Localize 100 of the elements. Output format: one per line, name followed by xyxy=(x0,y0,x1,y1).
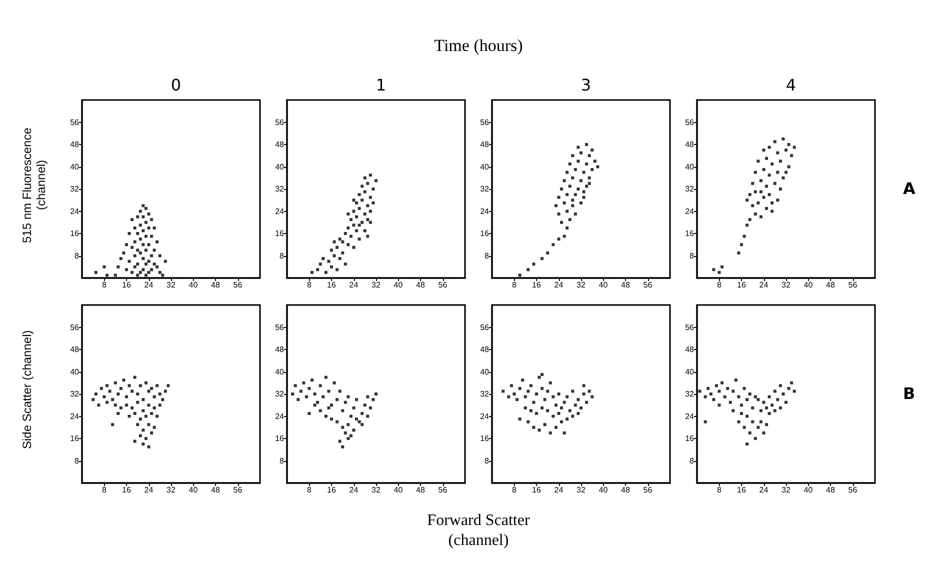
point xyxy=(529,409,532,412)
point xyxy=(142,229,145,232)
x-tick-label: 40 xyxy=(188,486,198,494)
point xyxy=(759,215,762,218)
x-tick-label: 48 xyxy=(621,486,630,494)
x-tick-label: 48 xyxy=(826,280,836,290)
point xyxy=(776,398,780,402)
point xyxy=(532,426,536,429)
y-tick-label: 8 xyxy=(484,456,490,466)
point xyxy=(712,398,716,402)
y-tick-label: 56 xyxy=(275,322,285,332)
point xyxy=(720,265,724,268)
point xyxy=(299,390,302,393)
point xyxy=(714,384,718,388)
point xyxy=(156,384,159,388)
point xyxy=(308,412,311,415)
y-tick-label: 24 xyxy=(275,412,285,421)
y-tick-label: 16 xyxy=(70,229,80,238)
point xyxy=(554,404,558,407)
x-tick-label: 32 xyxy=(576,486,586,494)
point xyxy=(773,140,776,144)
point xyxy=(128,384,131,388)
point xyxy=(768,146,771,149)
x-tick-label: 16 xyxy=(327,280,336,290)
point xyxy=(778,188,782,190)
point xyxy=(576,188,580,190)
point xyxy=(588,176,591,180)
x-tick-label: 56 xyxy=(848,280,858,290)
point xyxy=(352,428,356,432)
point xyxy=(748,392,752,396)
point xyxy=(706,386,710,390)
y-tick-label: 48 xyxy=(480,140,490,149)
point xyxy=(158,270,162,274)
x-axis-title: Forward Scatter (channel) xyxy=(426,511,531,551)
point xyxy=(332,254,336,258)
y-tick-label: 40 xyxy=(275,367,285,376)
point xyxy=(560,188,564,190)
point xyxy=(341,445,344,448)
point xyxy=(125,243,128,246)
x-tick-label: 40 xyxy=(188,280,198,290)
point xyxy=(318,409,322,412)
point xyxy=(142,409,145,412)
x-tick-label: 40 xyxy=(394,486,404,494)
point xyxy=(737,420,740,424)
point xyxy=(144,414,148,418)
point xyxy=(346,423,350,426)
point xyxy=(790,154,794,158)
point xyxy=(147,212,150,216)
point xyxy=(562,431,566,434)
x-tick-label: 16 xyxy=(122,486,132,494)
point xyxy=(294,384,297,388)
point xyxy=(363,190,366,194)
x-tick-label: 32 xyxy=(166,486,176,494)
point xyxy=(532,400,536,404)
point xyxy=(330,265,333,268)
point xyxy=(114,404,117,407)
y-tick-label: 8 xyxy=(690,456,695,466)
point xyxy=(582,392,586,396)
y-tick-label: 8 xyxy=(280,251,285,260)
point xyxy=(138,270,142,274)
point xyxy=(363,176,366,180)
point xyxy=(116,392,120,396)
point xyxy=(164,390,167,393)
point xyxy=(698,390,702,393)
point xyxy=(571,176,574,180)
point xyxy=(150,386,154,390)
point xyxy=(358,193,361,196)
point xyxy=(341,426,344,429)
point xyxy=(787,165,790,168)
point xyxy=(346,437,350,440)
point xyxy=(156,414,159,418)
point xyxy=(372,201,375,204)
point xyxy=(92,398,95,402)
point xyxy=(548,381,552,384)
y-tick-label: 8 xyxy=(280,456,285,466)
point xyxy=(582,190,586,194)
point xyxy=(349,414,352,418)
point xyxy=(754,395,757,398)
point xyxy=(346,226,350,230)
x-tick-label: 56 xyxy=(438,486,448,494)
y-tick-label: 16 xyxy=(685,229,695,238)
x-tick-label: 8 xyxy=(512,280,518,290)
y-tick-label: 32 xyxy=(275,390,285,398)
point xyxy=(108,390,112,393)
x-tick-label: 56 xyxy=(233,486,243,494)
point xyxy=(147,445,150,448)
point xyxy=(740,243,743,246)
point xyxy=(152,395,156,398)
point xyxy=(754,212,757,216)
point xyxy=(152,426,156,429)
point xyxy=(94,392,98,396)
point xyxy=(313,404,316,407)
y-tick-label: 24 xyxy=(70,206,80,216)
point xyxy=(574,168,577,172)
text: B xyxy=(903,384,916,403)
point xyxy=(518,274,522,277)
y-tick-label: 32 xyxy=(70,390,80,398)
point xyxy=(734,378,738,382)
point xyxy=(748,193,752,196)
point xyxy=(770,404,774,407)
